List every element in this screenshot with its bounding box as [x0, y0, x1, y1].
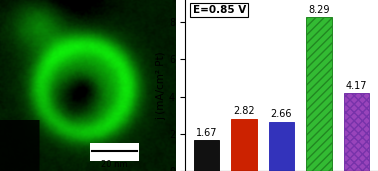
- Bar: [344, 94, 369, 171]
- Bar: [194, 140, 219, 171]
- Text: 8.29: 8.29: [308, 5, 330, 15]
- Text: 20 nm: 20 nm: [101, 160, 128, 169]
- Text: 4.17: 4.17: [346, 81, 367, 91]
- Text: 2.82: 2.82: [233, 106, 255, 116]
- Text: 1.67: 1.67: [196, 128, 217, 138]
- Bar: [269, 122, 294, 171]
- Y-axis label: j (mA/cm² Pt): j (mA/cm² Pt): [156, 51, 166, 120]
- Bar: [231, 119, 257, 171]
- Bar: [306, 17, 332, 171]
- Text: 2.66: 2.66: [271, 109, 292, 119]
- Bar: [90, 143, 139, 161]
- Text: E=0.85 V: E=0.85 V: [192, 5, 246, 15]
